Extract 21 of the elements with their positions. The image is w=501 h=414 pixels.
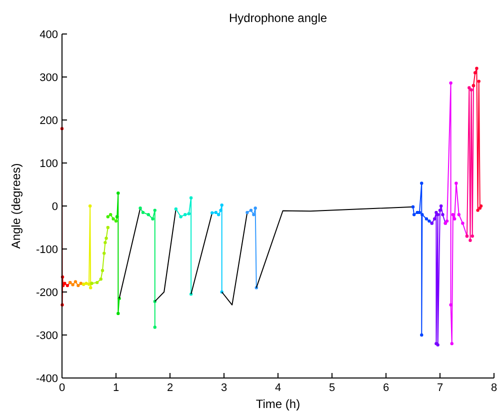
y-tick-label: -300 bbox=[36, 330, 58, 342]
y-tick-label: -100 bbox=[36, 244, 58, 256]
y-tick-label: 200 bbox=[40, 115, 58, 127]
x-tick-label: 7 bbox=[436, 382, 444, 394]
x-tick-label: 0 bbox=[58, 382, 66, 394]
x-tick-label: 1 bbox=[112, 382, 120, 394]
x-tick-label: 5 bbox=[328, 382, 336, 394]
x-tick-label: 8 bbox=[490, 382, 498, 394]
y-tick-label: -400 bbox=[36, 373, 58, 385]
x-axis-title: Time (h) bbox=[256, 397, 300, 411]
chart-title: Hydrophone angle bbox=[228, 11, 328, 25]
x-tick-label: 6 bbox=[382, 382, 390, 394]
y-tick-label: 0 bbox=[52, 201, 58, 213]
x-tick-label: 3 bbox=[220, 382, 228, 394]
y-tick-label: -200 bbox=[36, 287, 58, 299]
x-tick-label: 2 bbox=[166, 382, 174, 394]
y-tick-label: 100 bbox=[40, 158, 58, 170]
x-tick-label: 4 bbox=[274, 382, 282, 394]
y-axis-title: Angle (degrees) bbox=[9, 163, 23, 249]
y-tick-label: 300 bbox=[40, 72, 58, 84]
y-tick-label: 400 bbox=[40, 29, 58, 41]
